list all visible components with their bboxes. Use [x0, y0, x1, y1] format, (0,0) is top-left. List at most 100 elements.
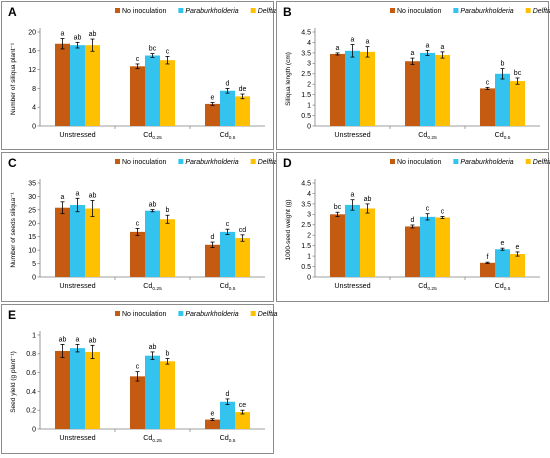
x-tick-subscript: 0.5 — [229, 286, 236, 292]
x-tick-label: Cd0.25 — [418, 130, 437, 141]
significance-letter: ab — [149, 202, 157, 209]
legend-swatch — [453, 159, 459, 164]
legend-entry: Delftia — [258, 8, 278, 15]
x-tick-label: Cd0.5 — [220, 130, 236, 141]
x-tick-label: Unstressed — [59, 130, 95, 139]
legend-swatch — [390, 8, 395, 13]
significance-letter: a — [351, 37, 355, 44]
bar — [235, 238, 250, 277]
significance-letter: c — [226, 221, 230, 228]
y-tick-label: 4 — [32, 105, 36, 112]
x-tick-label: Unstressed — [59, 281, 95, 290]
legend-swatch — [250, 8, 256, 13]
legend-swatch — [115, 311, 120, 316]
y-tick-label: 35 — [28, 180, 36, 187]
y-axis-label: 1000-seed weight (g) — [285, 199, 292, 260]
x-tick-subscript: 0.5 — [229, 438, 236, 444]
bar — [510, 254, 525, 277]
legend-swatch — [525, 159, 531, 164]
x-tick-label: Cd0.5 — [220, 433, 236, 444]
bar — [480, 88, 495, 126]
y-tick-label: 15 — [28, 234, 36, 241]
significance-letter: e — [211, 411, 215, 418]
bar — [85, 351, 100, 429]
bar — [70, 348, 85, 429]
significance-letter: c — [136, 56, 140, 63]
significance-letter: d — [211, 234, 215, 241]
y-tick-label: 0.2 — [26, 408, 36, 415]
significance-letter: c — [441, 208, 445, 215]
x-tick-label: Cd0.5 — [495, 281, 511, 292]
bar — [235, 412, 250, 429]
panel-c: C No inoculation Paraburkholderia Delftia Nu… — [1, 152, 278, 302]
y-tick-label: 20 — [28, 221, 36, 228]
panel-d: DNo inoculationParaburkholderiaDelftia10… — [276, 152, 550, 302]
y-tick-label: 4 — [307, 191, 311, 198]
bar — [360, 51, 375, 126]
significance-letter: a — [426, 42, 430, 49]
bar — [55, 207, 70, 277]
y-tick-label: 30 — [28, 194, 36, 201]
significance-letter: a — [441, 44, 445, 51]
significance-letter: e — [501, 240, 505, 247]
bar — [360, 208, 375, 277]
y-tick-label: 1 — [307, 254, 311, 261]
x-tick-subscript: 0.25 — [152, 438, 162, 444]
significance-letter: d — [411, 217, 415, 224]
y-axis-label: Number of siliqua plant⁻¹ — [10, 42, 17, 115]
x-tick-subscript: 0.25 — [427, 135, 437, 141]
chart-svg: E No inoculation Paraburkholderia Delftia Se… — [8, 308, 278, 444]
y-tick-label: 1.5 — [301, 243, 311, 250]
y-tick-label: 0 — [307, 274, 311, 281]
panel-label: C — [8, 156, 17, 170]
bar — [205, 419, 220, 429]
chart-svg: B No inoculation Paraburkholderia Delftia Si… — [283, 5, 550, 141]
bar — [345, 204, 360, 277]
panel-label: E — [8, 308, 16, 322]
x-tick-label: Unstressed — [59, 433, 95, 442]
significance-letter: ce — [239, 402, 247, 409]
y-tick-label: 0 — [32, 274, 36, 281]
bar — [55, 43, 70, 126]
chart-svg: DNo inoculationParaburkholderiaDelftia10… — [283, 156, 550, 292]
significance-letter: ab — [364, 196, 372, 203]
legend-entry: Paraburkholderia — [185, 159, 238, 166]
y-axis-label: Seed yield (g plant⁻¹) — [10, 351, 17, 413]
y-tick-label: 16 — [28, 48, 36, 55]
bar — [435, 54, 450, 126]
y-tick-label: 3.5 — [301, 201, 311, 208]
panel-label: D — [283, 156, 292, 170]
significance-letter: ab — [59, 336, 67, 343]
y-tick-label: 4.5 — [301, 29, 311, 36]
significance-letter: c — [426, 206, 430, 213]
y-tick-label: 0.8 — [26, 351, 36, 358]
significance-letter: a — [411, 50, 415, 57]
y-tick-label: 20 — [28, 29, 36, 36]
bar — [220, 401, 235, 429]
significance-letter: b — [166, 351, 170, 358]
y-tick-label: 2.5 — [301, 71, 311, 78]
significance-letter: a — [61, 194, 65, 201]
panel-e: E No inoculation Paraburkholderia Delftia Se… — [1, 304, 278, 454]
y-tick-label: 2.5 — [301, 222, 311, 229]
bar — [495, 249, 510, 277]
significance-letter: f — [487, 254, 489, 261]
significance-letter: c — [486, 79, 490, 86]
legend-entry: Paraburkholderia — [185, 311, 238, 318]
y-tick-label: 1 — [32, 332, 36, 339]
y-tick-label: 25 — [28, 207, 36, 214]
significance-letter: c — [136, 220, 140, 227]
legend-entry: No inoculation — [122, 8, 166, 15]
legend-entry: Delftia — [258, 159, 278, 166]
panel-a: A No inoculation Paraburkholderia Delftia Nu… — [1, 1, 278, 150]
significance-letter: a — [366, 39, 370, 46]
significance-letter: bc — [334, 204, 342, 211]
y-tick-label: 4.5 — [301, 180, 311, 187]
legend-entry: Delftia — [533, 8, 550, 15]
y-tick-label: 0.5 — [301, 264, 311, 271]
panel-label: B — [283, 5, 292, 19]
x-tick-label: Cd0.25 — [143, 281, 162, 292]
legend-swatch — [178, 311, 184, 316]
bar — [85, 45, 100, 126]
x-tick-label: Cd0.5 — [220, 281, 236, 292]
